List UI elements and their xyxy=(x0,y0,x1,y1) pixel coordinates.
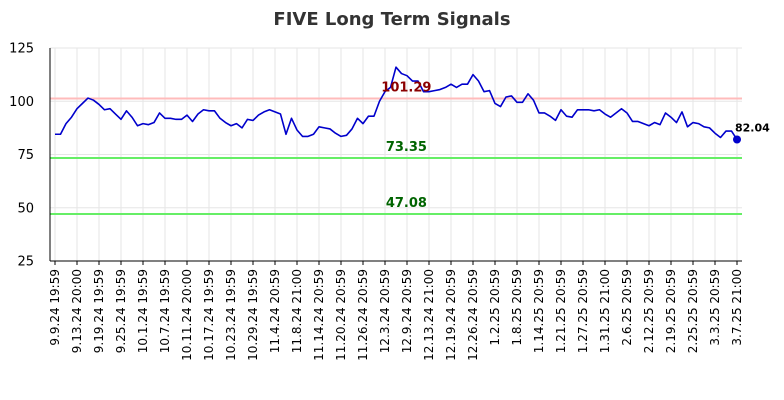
x-tick-label: 10.7.24 19:59 xyxy=(158,269,172,353)
y-tick-label: 125 xyxy=(9,42,34,57)
x-tick-label: 10.17.24 19:59 xyxy=(202,269,216,361)
x-tick-label: 12.19.24 20:59 xyxy=(444,269,458,361)
axes: 25 50 75 100 125 9.9.24 19:59 9.13.24 20:00 9.1… xyxy=(9,42,744,361)
y-tick-label: 100 xyxy=(9,95,34,110)
x-tick-label: 12.26.24 20:59 xyxy=(466,269,480,361)
signal-level-label: 101.29 xyxy=(381,81,431,96)
price-line xyxy=(55,66,738,140)
x-tick-label: 9.9.24 19:59 xyxy=(48,269,62,346)
x-tick-label: 1.2.25 20:59 xyxy=(488,269,502,346)
x-tick-label: 2.25.25 20:59 xyxy=(686,269,700,353)
x-tick-label: 1.8.25 20:59 xyxy=(510,269,524,346)
x-tick-label: 9.25.24 19:59 xyxy=(114,269,128,353)
x-tick-label: 2.6.25 20:59 xyxy=(620,269,634,346)
x-tick-label: 1.31.25 21:00 xyxy=(598,269,612,353)
x-tick-label: 10.11.24 20:00 xyxy=(180,269,194,361)
x-tick-label: 3.7.25 21:00 xyxy=(730,269,744,346)
x-tick-label: 12.13.24 21:00 xyxy=(422,269,436,361)
x-tick-label: 3.3.25 20:59 xyxy=(708,269,722,346)
price-series xyxy=(55,66,741,144)
x-tick-label: 10.1.24 19:59 xyxy=(136,269,150,353)
x-tick-label: 11.4.24 20:59 xyxy=(268,269,282,353)
x-tick-label: 2.19.25 20:59 xyxy=(664,269,678,353)
x-tick-label: 11.8.24 21:00 xyxy=(290,269,304,353)
signal-levels xyxy=(50,97,742,215)
signal-level-label: 47.08 xyxy=(386,196,427,211)
y-tick-label: 75 xyxy=(17,148,34,163)
signal-level-label: 73.35 xyxy=(386,140,427,155)
x-tick-label: 2.12.25 20:59 xyxy=(642,269,656,353)
x-tick-label: 9.13.24 20:00 xyxy=(70,269,84,353)
x-tick-label: 1.27.25 20:59 xyxy=(576,269,590,353)
x-tick-label: 1.21.25 20:59 xyxy=(554,269,568,353)
chart-title: FIVE Long Term Signals xyxy=(273,9,510,30)
last-value-label: 82.04 xyxy=(735,122,770,135)
x-tick-label: 12.9.24 20:59 xyxy=(400,269,414,353)
x-tick-label: 10.29.24 19:59 xyxy=(246,269,260,361)
x-tick-label: 10.23.24 19:59 xyxy=(224,269,238,361)
grid xyxy=(50,47,742,262)
y-tick-label: 25 xyxy=(17,255,34,270)
y-tick-label: 50 xyxy=(17,201,34,216)
last-point-marker xyxy=(733,135,741,144)
x-tick-label: 11.20.24 20:59 xyxy=(334,269,348,361)
level-labels: 101.29 73.35 47.08 82.04 xyxy=(381,81,770,211)
x-tick-label: 11.26.24 20:59 xyxy=(356,269,370,361)
x-tick-label: 9.19.24 19:59 xyxy=(92,269,106,353)
x-tick-label: 11.14.24 20:59 xyxy=(312,269,326,361)
x-tick-label: 1.14.25 20:59 xyxy=(532,269,546,353)
x-tick-label: 12.3.24 20:59 xyxy=(378,269,392,353)
